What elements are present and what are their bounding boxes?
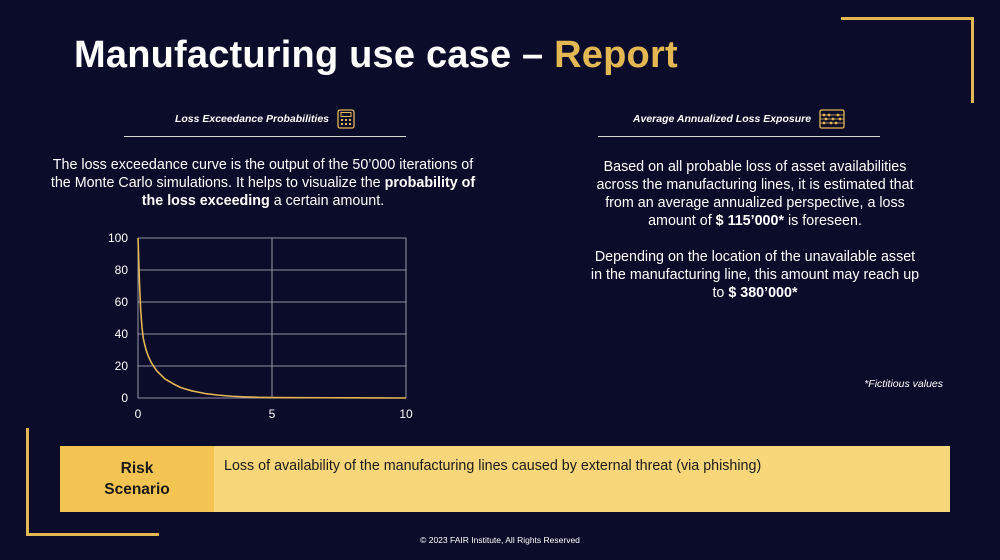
right-section-heading: Average Annualized Loss Exposure <box>598 108 880 130</box>
annualized-loss-description: Based on all probable loss of asset avai… <box>590 158 920 302</box>
title-main: Manufacturing use case – <box>74 34 555 76</box>
x-tick-label: 0 <box>135 407 142 421</box>
x-tick-label: 10 <box>399 407 413 421</box>
corner-decoration-bottom-left <box>26 428 159 536</box>
risk-scenario-label: Risk Scenario <box>60 446 214 512</box>
p1-amount: $ 115’000* <box>715 213 785 229</box>
loss-exceedance-text-before: The loss exceedance curve is the output … <box>50 157 474 191</box>
risk-scenario-bar: Risk Scenario Loss of availability of th… <box>60 446 950 512</box>
p1-text-after: is foreseen. <box>784 213 862 229</box>
annualized-loss-paragraph-1: Based on all probable loss of asset avai… <box>590 158 920 230</box>
abacus-icon <box>819 109 845 129</box>
right-divider <box>598 136 880 137</box>
y-tick-label: 60 <box>115 295 129 309</box>
calculator-icon <box>337 109 355 129</box>
loss-exceedance-text-bold: probability of the loss exceeding <box>141 175 476 209</box>
loss-exceedance-text-after: a certain amount. <box>269 193 385 209</box>
right-section-heading-label: Average Annualized Loss Exposure <box>632 113 812 125</box>
footer-copyright: © 2023 FAIR Institute, All Rights Reserv… <box>420 535 580 545</box>
p2-text-before: Depending on the location of the unavail… <box>590 249 920 301</box>
y-tick-label: 0 <box>121 391 128 405</box>
fictitious-values-note: *Fictitious values <box>864 378 943 390</box>
annualized-loss-paragraph-2: Depending on the location of the unavail… <box>590 248 920 302</box>
left-section-heading-label: Loss Exceedance Probabilities <box>174 113 330 125</box>
left-divider <box>124 136 406 137</box>
p1-text-before: Based on all probable loss of asset avai… <box>596 159 914 229</box>
y-tick-label: 20 <box>115 359 129 373</box>
risk-scenario-text: Loss of availability of the manufacturin… <box>224 458 762 474</box>
x-tick-label: 5 <box>269 407 276 421</box>
loss-exceedance-description: The loss exceedance curve is the output … <box>50 156 476 210</box>
loss-exceedance-chart: 0 20 40 60 80 100 0 5 10 <box>108 231 413 421</box>
p2-amount: $ 380’000* <box>728 285 798 301</box>
loss-exceedance-curve <box>137 237 407 399</box>
y-tick-label: 80 <box>115 263 129 277</box>
y-tick-label: 40 <box>115 327 129 341</box>
corner-decoration-top-right <box>841 17 974 103</box>
title-accent: Report <box>554 34 678 76</box>
page-title: Manufacturing use case – Report <box>74 34 678 77</box>
y-tick-label: 100 <box>108 231 128 245</box>
left-section-heading: Loss Exceedance Probabilities <box>124 108 406 130</box>
risk-scenario-label-text: Risk Scenario <box>104 460 170 498</box>
